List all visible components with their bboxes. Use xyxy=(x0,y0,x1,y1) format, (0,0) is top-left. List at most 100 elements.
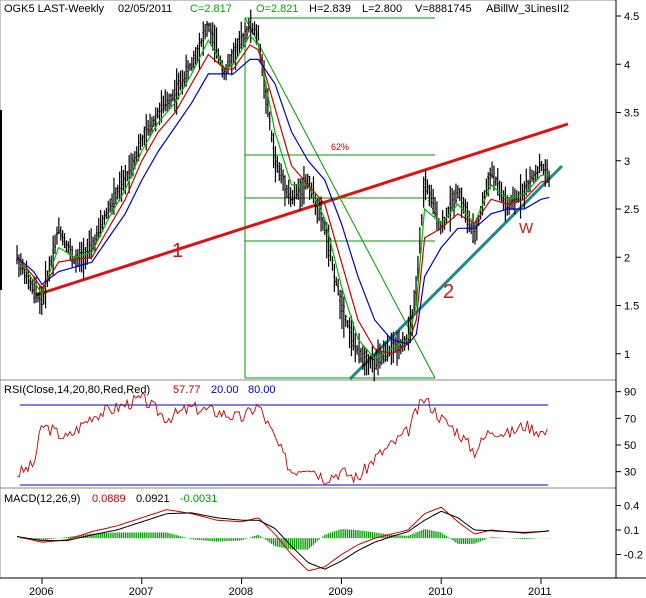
price-bar xyxy=(206,20,209,37)
price-bar xyxy=(367,354,370,375)
price-bar xyxy=(386,334,389,362)
price-bar xyxy=(16,245,19,265)
price-bar xyxy=(183,71,186,88)
price-bar xyxy=(291,190,294,205)
price-bar xyxy=(194,47,197,65)
price-bar xyxy=(226,53,229,75)
price-bar xyxy=(173,79,176,112)
price-bar xyxy=(177,72,180,100)
price-bar xyxy=(93,234,96,251)
price-bar xyxy=(107,200,110,220)
price-bar xyxy=(342,296,345,338)
study-label: ABillW_3LinesII2 xyxy=(486,3,569,15)
price-bar xyxy=(475,219,478,241)
price-bar xyxy=(361,345,364,370)
price-bar xyxy=(152,115,155,127)
x-tick-label: 2007 xyxy=(129,586,153,598)
price-bar xyxy=(80,241,83,273)
price-bar xyxy=(534,164,537,183)
price-bar xyxy=(369,355,372,369)
price-bar xyxy=(282,169,285,191)
price-bar xyxy=(453,190,456,219)
price-bar xyxy=(502,190,505,210)
price-bar xyxy=(424,170,427,201)
price-bar xyxy=(314,194,317,216)
price-bar xyxy=(88,230,91,259)
price-bar xyxy=(420,214,423,226)
price-bar xyxy=(211,22,214,51)
price-bar xyxy=(50,255,53,267)
price-bar xyxy=(356,344,359,355)
price-bar xyxy=(530,169,533,182)
price-bar xyxy=(489,167,492,190)
price-bar xyxy=(318,197,321,222)
price-bar xyxy=(435,201,438,231)
price-bar xyxy=(371,346,374,373)
price-bar xyxy=(339,289,342,320)
open-label: O=2.821 xyxy=(256,3,299,15)
price-bar xyxy=(221,60,224,78)
macd-header: MACD(12,26,9) 0.0889 0.0921 -0.0031 xyxy=(4,493,217,505)
price-bar xyxy=(86,238,89,265)
macd-value: 0.0889 xyxy=(92,493,126,505)
price-bar xyxy=(377,339,380,376)
hist-value: -0.0031 xyxy=(180,493,217,505)
price-bar xyxy=(126,170,129,182)
price-bar xyxy=(25,260,28,285)
price-bar xyxy=(331,256,334,271)
price-bar xyxy=(426,179,429,195)
ma-green-line xyxy=(16,34,550,360)
price-bar xyxy=(198,32,201,70)
price-bar xyxy=(187,60,190,81)
price-bar xyxy=(236,38,239,58)
low-label: L=2.800 xyxy=(362,3,402,15)
fib-62-label: 62% xyxy=(331,142,349,152)
price-bar xyxy=(33,276,36,304)
price-bar xyxy=(249,9,252,44)
price-bar xyxy=(473,222,476,245)
price-bar xyxy=(116,184,119,200)
price-bar xyxy=(295,183,298,200)
price-bar xyxy=(350,315,353,357)
price-bar xyxy=(289,187,292,207)
rsi-y-tick-label: 90 xyxy=(624,387,636,399)
price-bar xyxy=(192,50,195,69)
price-bar xyxy=(333,263,336,293)
macd-y-tick-label: 0.1 xyxy=(624,525,639,537)
price-bar xyxy=(272,133,275,169)
price-bar xyxy=(542,163,545,175)
price-bar xyxy=(150,116,153,135)
price-bar xyxy=(52,235,55,276)
price-y-tick-label: 2 xyxy=(624,252,630,264)
price-bar xyxy=(485,178,488,196)
price-bar xyxy=(494,176,497,186)
price-bar xyxy=(413,290,416,316)
price-bar xyxy=(285,184,288,198)
rsi-y-tick-label: 50 xyxy=(624,440,636,452)
price-bar xyxy=(280,163,283,184)
price-y-tick-label: 4 xyxy=(624,59,630,71)
price-bar xyxy=(434,197,437,218)
price-bar xyxy=(54,234,57,254)
price-bar xyxy=(78,241,81,272)
price-bar xyxy=(538,153,541,174)
price-bar xyxy=(544,159,547,187)
price-bar xyxy=(519,174,522,219)
volume-label: V=8881745 xyxy=(415,3,472,15)
price-bar xyxy=(190,57,193,71)
price-bar xyxy=(162,95,165,114)
price-bar xyxy=(449,185,452,232)
price-bar xyxy=(166,91,169,113)
close-label: C=2.817 xyxy=(190,3,232,15)
price-bar xyxy=(135,146,138,163)
price-bar xyxy=(344,314,347,327)
price-bar xyxy=(430,184,433,208)
price-bar xyxy=(141,134,144,147)
price-bar xyxy=(23,268,26,284)
price-bar xyxy=(321,216,324,231)
price-bar xyxy=(454,183,457,205)
price-bar xyxy=(323,219,326,235)
price-bar xyxy=(196,44,199,63)
trendline-1 xyxy=(35,122,569,297)
